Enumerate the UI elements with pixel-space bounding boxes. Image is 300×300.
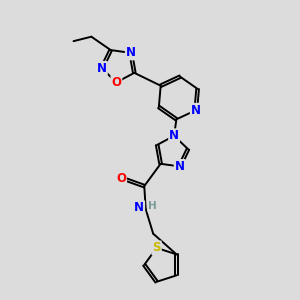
Text: N: N: [169, 129, 179, 142]
Text: S: S: [152, 242, 161, 254]
Text: N: N: [175, 160, 184, 173]
Text: O: O: [116, 172, 126, 185]
Text: N: N: [97, 62, 107, 75]
Text: H: H: [148, 201, 157, 211]
Text: N: N: [191, 104, 201, 117]
Text: N: N: [134, 201, 144, 214]
Text: O: O: [111, 76, 122, 89]
Text: N: N: [126, 46, 136, 59]
